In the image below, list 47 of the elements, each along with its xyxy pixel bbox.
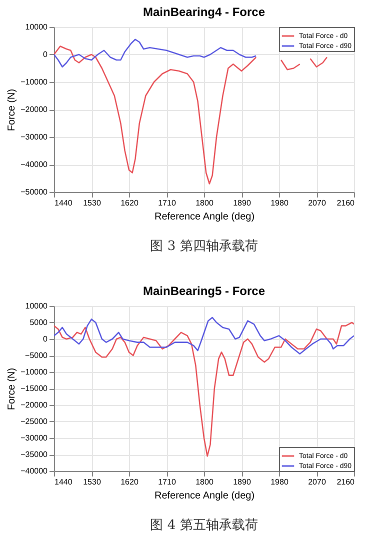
x-tick-label: 1800 xyxy=(196,478,214,486)
x-tick-label: 1710 xyxy=(158,198,176,208)
y-tick-label: −25000 xyxy=(20,417,48,426)
y-axis-title: Force (N) xyxy=(6,88,18,132)
y-tick-label: −20000 xyxy=(20,105,48,114)
y-tick-label: 0 xyxy=(43,334,48,344)
x-tick-label: 1980 xyxy=(270,478,289,486)
x-tick-label: 2160 xyxy=(336,198,356,208)
y-tick-label: −5000 xyxy=(25,351,48,360)
y-tick-label: 10000 xyxy=(25,302,48,310)
chart-title: MainBearing4 - Force xyxy=(142,5,266,19)
y-tick-label: 10000 xyxy=(25,22,48,32)
x-tick-label: 1710 xyxy=(158,478,176,486)
x-tick-label: 2070 xyxy=(308,478,326,486)
x-tick-label: 1890 xyxy=(233,198,252,208)
y-tick-label: 0 xyxy=(43,50,48,59)
caption: 图 4 第五轴承载荷 xyxy=(150,518,258,533)
y-axis-title: Force (N) xyxy=(6,368,18,410)
x-tick-label: 1620 xyxy=(120,478,139,486)
y-tick-label: −20000 xyxy=(20,400,48,410)
x-tick-label: 2070 xyxy=(308,198,326,208)
x-tick-label: 1980 xyxy=(270,198,289,208)
line-series xyxy=(54,316,354,354)
x-tick-label: 1890 xyxy=(233,478,252,486)
y-tick-label: −10000 xyxy=(20,78,48,86)
y-tick-label: −35000 xyxy=(20,450,48,459)
x-axis-title: Reference Angle (deg) xyxy=(154,212,255,222)
chart-title: MainBearing5 - Force xyxy=(142,284,266,298)
line-series xyxy=(54,322,354,457)
caption: 图 3 第四轴承载荷 xyxy=(150,239,258,254)
x-tick-label: 1800 xyxy=(196,198,214,208)
x-tick-label: 1530 xyxy=(83,198,102,208)
x-tick-label: 1620 xyxy=(120,198,139,208)
x-tick-label: 1440 xyxy=(54,198,73,208)
x-tick-label: 2160 xyxy=(336,478,356,486)
x-tick-label: 1440 xyxy=(54,478,73,486)
x-axis-title: Reference Angle (deg) xyxy=(154,490,255,502)
y-tick-label: −10000 xyxy=(20,368,48,376)
y-tick-label: −30000 xyxy=(20,132,48,142)
y-tick-label: −40000 xyxy=(20,160,48,169)
x-tick-label: 1530 xyxy=(83,478,102,486)
y-tick-label: −50000 xyxy=(20,188,48,196)
y-tick-label: −40000 xyxy=(20,466,48,476)
line-series xyxy=(54,38,257,68)
y-tick-label: −15000 xyxy=(20,384,48,393)
y-tick-label: −30000 xyxy=(20,434,48,442)
y-tick-label: 5000 xyxy=(30,318,48,327)
